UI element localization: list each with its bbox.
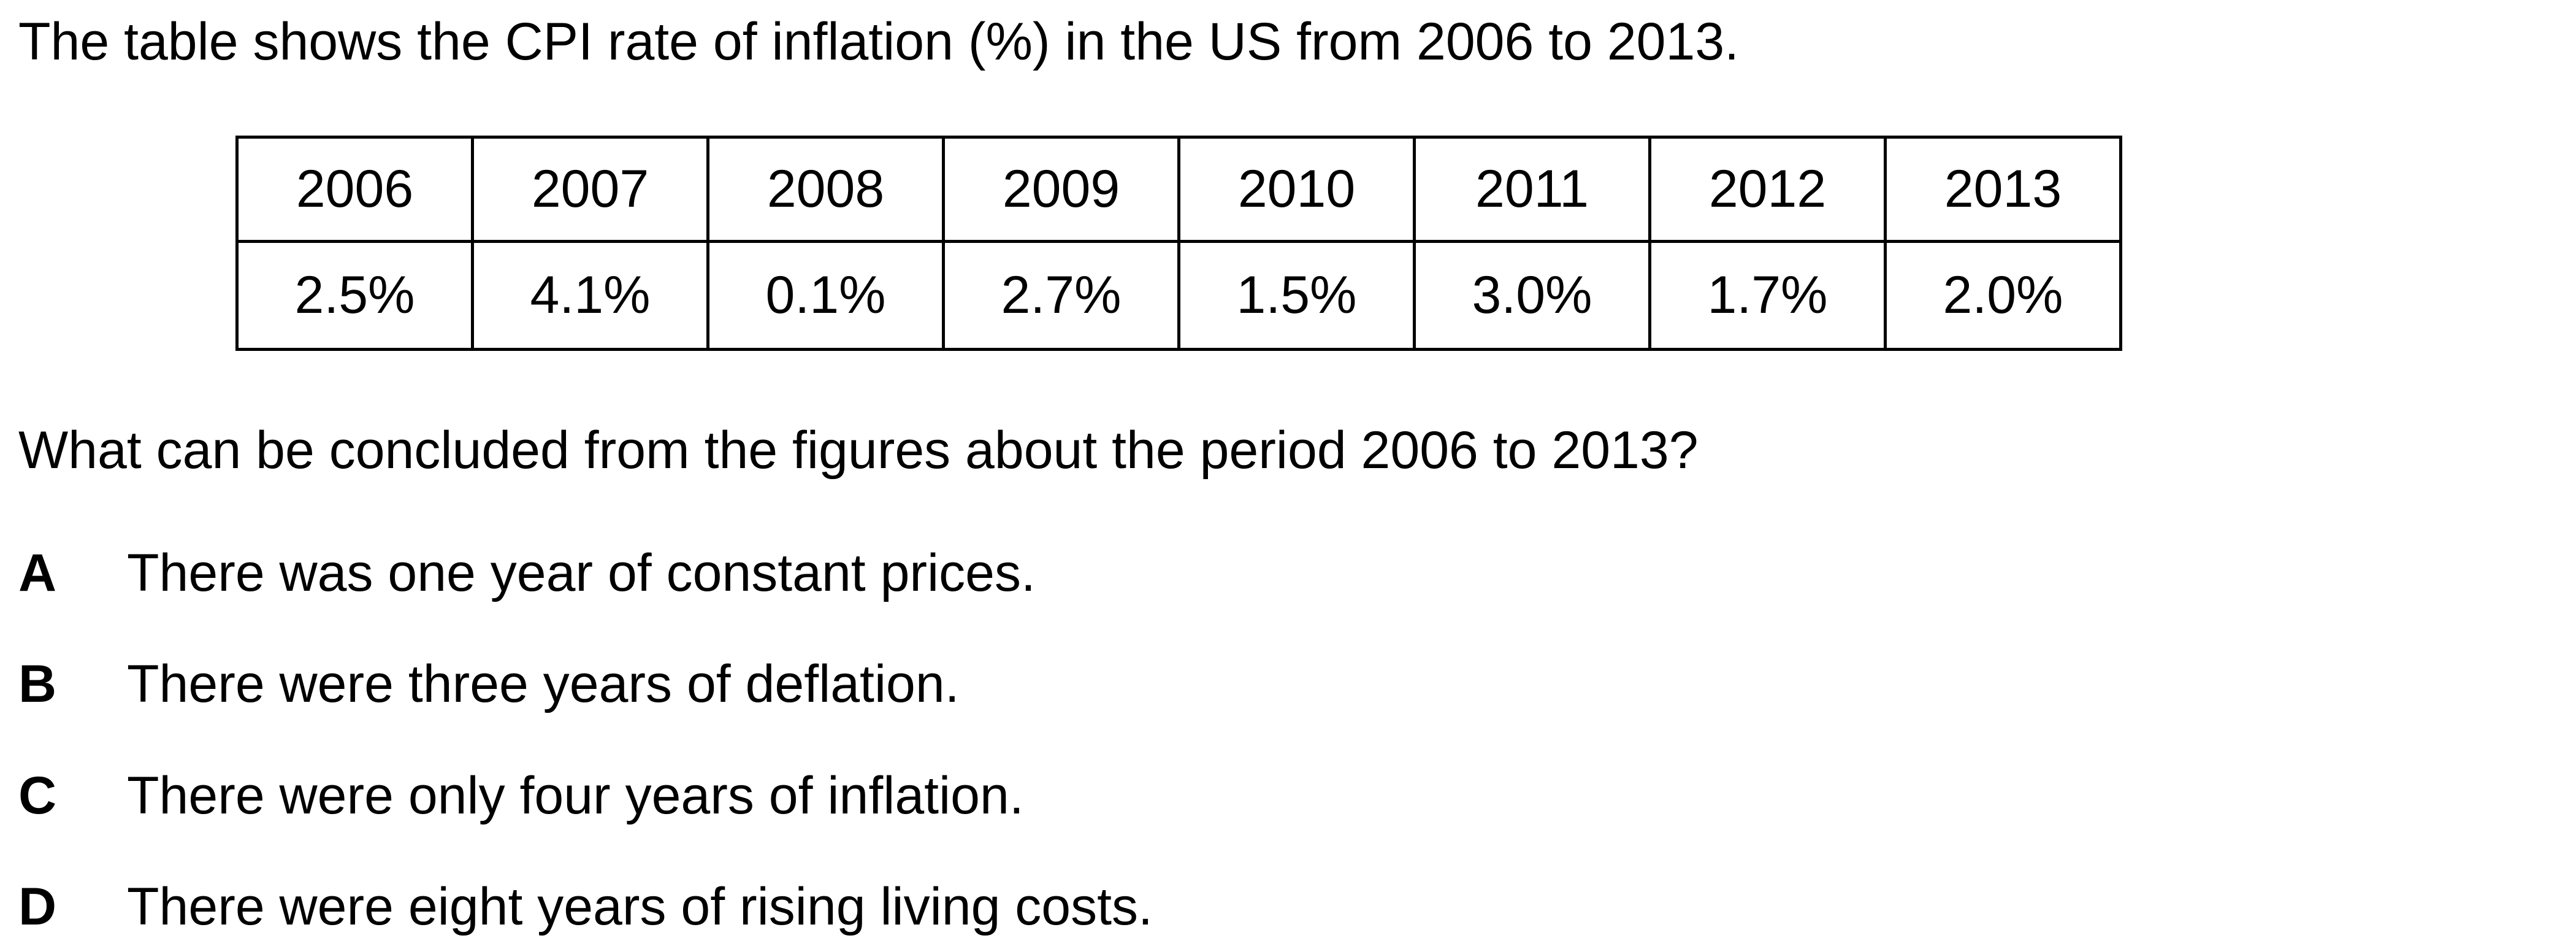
option-text: There were eight years of rising living …: [127, 877, 1153, 936]
year-cell: 2013: [1884, 136, 2122, 243]
inflation-table: 2006 2007 2008 2009 2010 2011 2012 2013 …: [235, 136, 2122, 351]
year-cell: 2006: [235, 136, 474, 243]
option-text: There was one year of constant prices.: [127, 544, 1036, 602]
question-text: What can be concluded from the figures a…: [18, 421, 1699, 480]
option-text: There were only four years of inflation.: [127, 766, 1024, 825]
rate-cell: 4.1%: [471, 240, 709, 351]
rate-cell: 1.5%: [1177, 240, 1416, 351]
year-cell: 2009: [942, 136, 1180, 243]
option-letter: B: [18, 655, 57, 713]
rate-cell: 1.7%: [1648, 240, 1887, 351]
year-cell: 2010: [1177, 136, 1416, 243]
rate-cell: 2.5%: [235, 240, 474, 351]
option-letter: D: [18, 877, 57, 936]
year-row: 2006 2007 2008 2009 2010 2011 2012 2013: [235, 136, 2122, 243]
year-cell: 2011: [1413, 136, 1651, 243]
option-letter: C: [18, 766, 57, 825]
year-cell: 2008: [706, 136, 945, 243]
intro-text: The table shows the CPI rate of inflatio…: [18, 12, 1740, 71]
rate-cell: 2.0%: [1884, 240, 2122, 351]
rate-cell: 2.7%: [942, 240, 1180, 351]
rate-cell: 3.0%: [1413, 240, 1651, 351]
option-letter: A: [18, 544, 57, 602]
year-cell: 2012: [1648, 136, 1887, 243]
rate-row: 2.5% 4.1% 0.1% 2.7% 1.5% 3.0% 1.7% 2.0%: [235, 240, 2122, 351]
rate-cell: 0.1%: [706, 240, 945, 351]
option-text: There were three years of deflation.: [127, 655, 960, 713]
year-cell: 2007: [471, 136, 709, 243]
